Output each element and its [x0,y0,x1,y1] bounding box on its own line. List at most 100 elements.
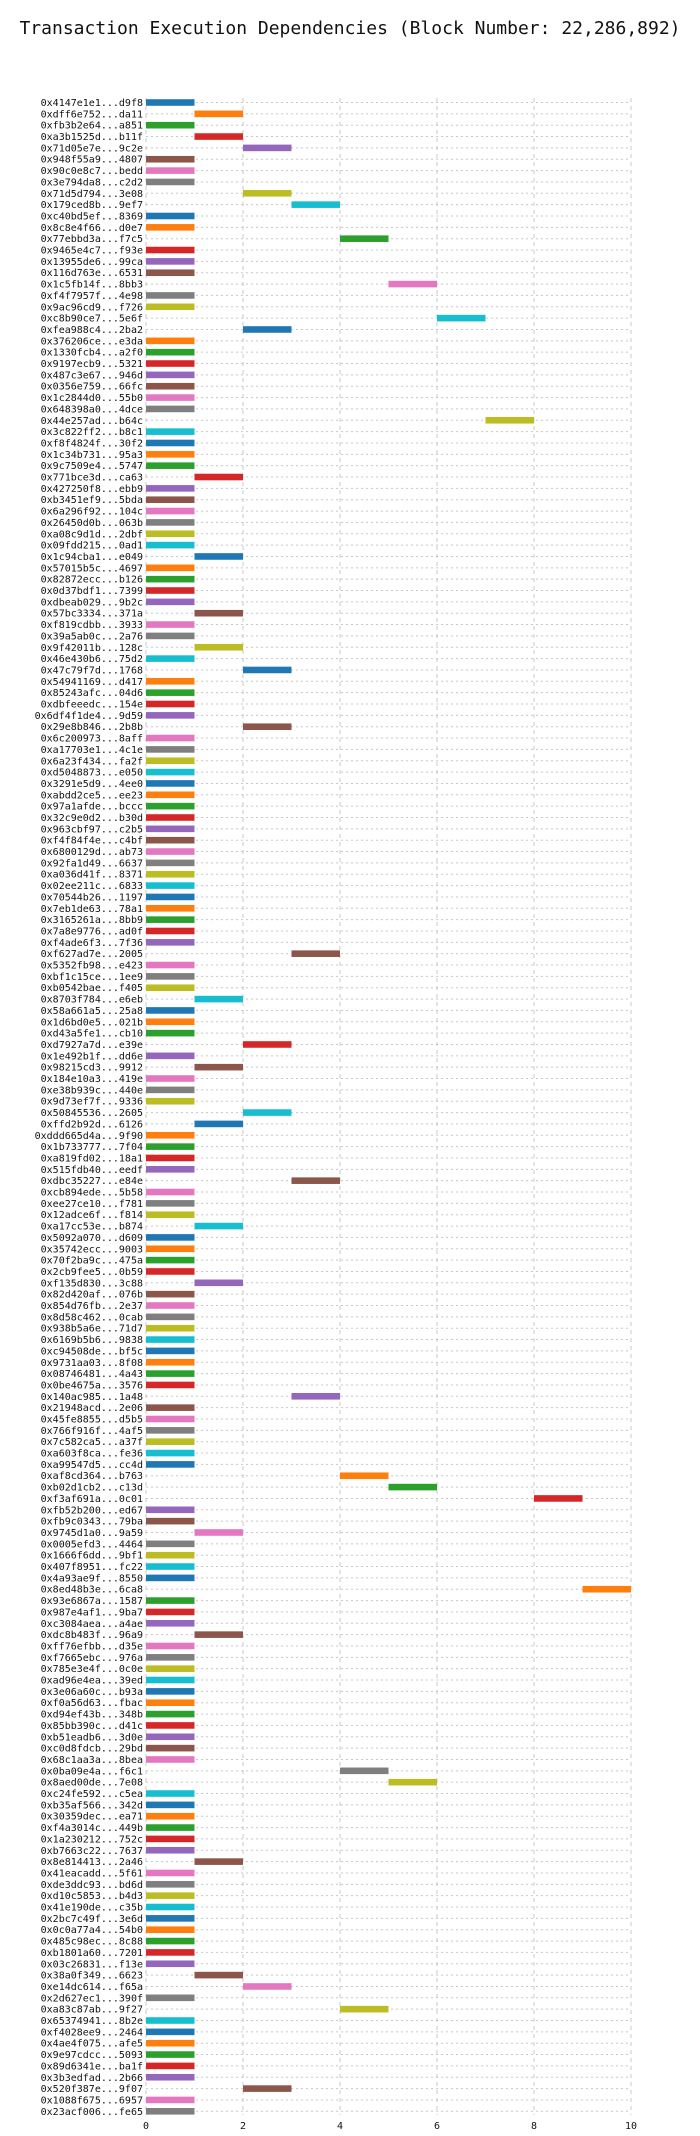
transaction-bar [146,1574,195,1582]
transaction-bar [485,416,534,424]
transaction-label: 0xf819cdbb...3933 [41,620,143,631]
transaction-label: 0xa83c87ab...9f27 [41,2005,143,2016]
transaction-bar [146,1540,195,1548]
transaction-label: 0x6a296f92...104c [41,507,143,518]
transaction-label: 0x9465e4c7...f93e [41,246,143,257]
transaction-bar [146,1347,195,1355]
transaction-label: 0x1d6bd0e5...021b [41,1017,143,1028]
transaction-label: 0x8703f784...e6eb [41,995,143,1006]
transaction-bar [146,258,195,265]
transaction-label: 0x30359dec...ea71 [41,1812,143,1823]
transaction-bar [146,1143,195,1150]
transaction-label: 0x2bc7c49f...3e6d [41,1914,143,1925]
transaction-bar [146,1211,195,1219]
transaction-label: 0x376206ce...e3da [41,336,143,347]
transaction-bar [146,1086,195,1094]
transaction-bar [146,1892,195,1899]
transaction-bar [146,1461,195,1468]
transaction-bar [146,337,195,345]
transaction-label: 0x5352fb98...e423 [41,961,143,972]
transaction-bar [146,1313,195,1321]
transaction-bar [146,927,195,935]
transaction-bar [146,836,195,844]
transaction-bar [146,984,195,992]
transaction-bar [194,110,243,118]
transaction-label: 0xa08c9d1d...2dbf [41,529,143,540]
transaction-label: 0x89d6341e...ba1f [41,2061,143,2072]
transaction-label: 0x771bce3d...ca63 [41,473,143,484]
transaction-label: 0x21948acd...2e06 [41,1403,143,1414]
transaction-bar [146,1290,195,1298]
transaction-label: 0xbf1c15ce...1ee9 [41,972,143,983]
transaction-bar [146,1029,195,1037]
transaction-label: 0xf3af691a...0c01 [41,1494,143,1505]
transaction-label: 0x23acf006...fe65 [41,2107,143,2118]
transaction-label: 0x6169b5b6...9838 [41,1335,143,1346]
transaction-label: 0x58a661a5...25a8 [41,1006,143,1017]
transaction-label: 0x1330fcb4...a2f0 [41,348,143,359]
transaction-label: 0x407f8951...fc22 [41,1562,143,1573]
transaction-bar [146,655,195,662]
transaction-bar [194,133,243,140]
transaction-bar [146,689,195,696]
transaction-bar [194,1279,243,1287]
transaction-label: 0xfb3b2e64...a851 [41,121,143,132]
transaction-bar [194,1120,243,1128]
transaction-label: 0x98215cd3...9912 [41,1063,143,1074]
transaction-bar [146,1370,195,1377]
transaction-bar [146,780,195,787]
transaction-label: 0x427250f8...ebb9 [41,484,143,495]
transaction-bar [146,2073,195,2081]
transaction-bar [146,1517,195,1525]
transaction-bar [534,1495,583,1502]
transaction-label: 0x948f55a9...4807 [41,155,143,166]
transaction-label: 0xf4028ee9...2464 [41,2027,143,2038]
transaction-label: 0x02ee211c...6833 [41,881,143,892]
transaction-label: 0xc0d8fdcb...29bd [41,1744,143,1755]
transaction-label: 0x08746481...4a43 [41,1369,143,1380]
transaction-label: 0x1b733777...7f04 [41,1142,143,1153]
transaction-bar [146,1949,195,1956]
transaction-bar [146,1449,195,1457]
transaction-label: 0xc40bd5ef...8369 [41,211,143,222]
transaction-bar [146,1903,195,1911]
transaction-bar [146,893,195,901]
transaction-label: 0x0be4675a...3576 [41,1380,143,1391]
transaction-label: 0xf0a56d63...fbac [41,1698,143,1709]
transaction-bar [146,246,195,254]
transaction-bar [146,1722,195,1729]
transaction-bar [388,280,437,288]
transaction-bar [146,167,195,174]
transaction-label: 0x65374941...8b2e [41,2016,143,2027]
transaction-bar [146,1007,195,1014]
transaction-bar [146,1790,195,1797]
transaction-label: 0x29e8b846...2b8b [41,722,143,733]
transaction-label: 0xd94ef43b...348b [41,1710,143,1721]
transaction-label: 0xa17cc53e...b874 [41,1222,143,1233]
transaction-label: 0x47c79f7d...1768 [41,665,143,676]
transaction-bar [146,678,195,685]
transaction-label: 0x515fdb40...eedf [41,1165,143,1176]
transaction-label: 0x57bc3334...371a [41,609,143,620]
transaction-label: 0xa17703e1...4c1e [41,745,143,756]
transaction-bar [146,269,195,277]
transaction-label: 0xa3b1525d...b11f [41,132,143,143]
transaction-label: 0x8ed48b3e...6ca8 [41,1585,143,1596]
transaction-bar [146,1268,195,1275]
transaction-label: 0xb1801a60...7201 [41,1948,143,1959]
transaction-label: 0x520f387e...9f07 [41,2084,143,2095]
transaction-label: 0x6a23f434...fa2f [41,756,143,767]
transaction-bar [146,973,195,980]
transaction-label: 0x8aed00de...7e08 [41,1778,143,1789]
transaction-label: 0xd10c5853...b4d3 [41,1891,143,1902]
transaction-label: 0x8e814413...2a46 [41,1857,143,1868]
transaction-label: 0xc8b90ce7...5e6f [41,314,143,325]
transaction-bar [146,1336,195,1343]
transaction-bar [243,326,292,333]
transaction-bar [146,746,195,753]
transaction-label: 0x77ebbd3a...f7c5 [41,234,143,245]
transaction-label: 0x4ae4f075...afe5 [41,2039,143,2050]
transaction-label: 0xc94508de...bf5c [41,1346,143,1357]
transaction-bar [146,303,195,311]
transaction-label: 0xf627ad7e...2005 [41,949,143,960]
